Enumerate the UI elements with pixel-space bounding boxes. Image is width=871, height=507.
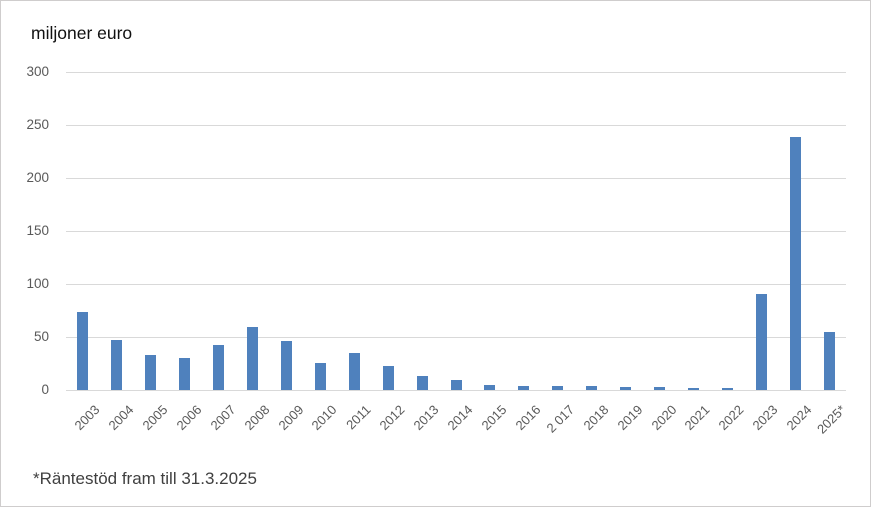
bar-2024	[789, 137, 801, 390]
bar-2012	[382, 366, 394, 390]
x-axis-label-2018: 2018	[580, 402, 612, 434]
bar-2010	[314, 363, 326, 390]
y-axis-label-50: 50	[33, 329, 49, 344]
bar-2005	[145, 355, 157, 390]
x-axis-label-2004: 2004	[105, 402, 137, 434]
x-axis-label-2007: 2007	[207, 402, 239, 434]
x-axis-label-2025: 2025*	[814, 402, 849, 437]
gridline-0	[66, 390, 846, 391]
gridline-50	[66, 337, 846, 338]
y-axis-label-300: 300	[26, 64, 49, 79]
x-axis-label-2010: 2010	[308, 402, 340, 434]
bar-2013	[416, 376, 428, 390]
x-axis-label-2022: 2022	[715, 402, 747, 434]
bar-2025	[823, 332, 835, 390]
bar-2003	[77, 312, 89, 390]
bar-2007	[213, 345, 225, 390]
bar-2017	[552, 386, 564, 390]
y-axis-label-0: 0	[41, 382, 49, 397]
bar-2006	[179, 358, 191, 390]
bar-2021	[687, 388, 699, 390]
bar-2018	[586, 386, 598, 390]
x-axis-label-2013: 2013	[410, 402, 442, 434]
y-axis-label-100: 100	[26, 276, 49, 291]
x-axis-label-2017: 2 017	[543, 402, 578, 436]
x-axis-label-2024: 2024	[783, 402, 815, 434]
bar-2022	[721, 388, 733, 390]
bar-2004	[111, 340, 123, 390]
gridline-250	[66, 125, 846, 126]
y-axis-label-250: 250	[26, 117, 49, 132]
x-axis-label-2019: 2019	[614, 402, 646, 434]
y-axis-label-200: 200	[26, 170, 49, 185]
gridline-100	[66, 284, 846, 285]
x-axis-label-2021: 2021	[681, 402, 714, 434]
x-axis-label-2011: 2011	[343, 402, 374, 433]
x-axis-label-2023: 2023	[749, 402, 781, 434]
bar-2008	[247, 327, 259, 390]
bar-2020	[653, 387, 665, 390]
bar-2015	[484, 385, 496, 390]
x-axis-label-2006: 2006	[173, 402, 205, 434]
bar-2016	[518, 386, 530, 390]
y-axis-label-150: 150	[26, 223, 49, 238]
x-axis-label-2020: 2020	[648, 402, 680, 434]
bar-2019	[620, 387, 632, 390]
x-axis-label-2015: 2015	[478, 402, 510, 434]
x-axis-label-2012: 2012	[376, 402, 408, 434]
x-axis-label-2003: 2003	[71, 402, 103, 434]
x-axis-label-2009: 2009	[274, 402, 307, 434]
bar-2023	[755, 294, 767, 390]
bar-2009	[280, 341, 292, 390]
gridline-200	[66, 178, 846, 179]
x-axis-label-2008: 2008	[241, 402, 273, 434]
x-axis-label-2005: 2005	[139, 402, 171, 434]
chart-title: miljoner euro	[31, 23, 133, 43]
bar-2014	[450, 380, 462, 390]
x-axis-label-2016: 2016	[512, 402, 544, 434]
chart-footnote: *Räntestöd fram till 31.3.2025	[33, 469, 257, 488]
gridline-300	[66, 72, 846, 73]
gridline-150	[66, 231, 846, 232]
bar-2011	[348, 353, 360, 390]
x-axis-label-2014: 2014	[444, 402, 476, 434]
